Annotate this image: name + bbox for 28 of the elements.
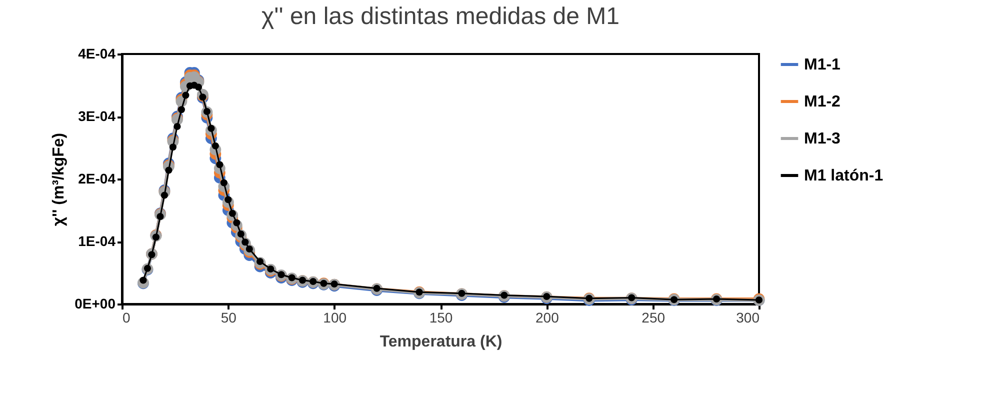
point — [182, 92, 190, 99]
x-tick-label: 200 — [535, 310, 560, 326]
point — [169, 144, 176, 151]
y-tick-label: 1E-04 — [78, 233, 116, 249]
y-axis-title: χ'' (m³/kgFe) — [50, 132, 68, 226]
x-axis-title: Temperatura (K) — [380, 334, 502, 350]
y-tick-label: 2E-04 — [78, 170, 116, 186]
x-tick-label: 150 — [429, 310, 453, 326]
legend-label: M1-1 — [804, 56, 841, 74]
point — [194, 84, 202, 91]
legend-label: M1 latón-1 — [804, 168, 884, 184]
x-tick-label: 300 — [736, 310, 760, 326]
legend-label: M1-2 — [804, 94, 841, 110]
point — [212, 142, 219, 150]
x-tick-label: 250 — [642, 310, 666, 326]
x-tick-label: 100 — [323, 310, 347, 326]
point — [174, 122, 181, 130]
point — [216, 161, 224, 168]
point — [220, 179, 228, 186]
x-tick-label: 50 — [220, 310, 237, 326]
x-tick-label: 0 — [122, 310, 130, 326]
point — [165, 166, 172, 174]
chart-title: χ'' en las distintas medidas de M1 — [262, 3, 620, 30]
legend-label: M1-3 — [804, 130, 841, 148]
y-tick-label: 3E-04 — [78, 108, 116, 124]
point — [178, 106, 185, 114]
y-tick-label: 4E-04 — [78, 46, 116, 62]
y-tick-label: 0E+00 — [74, 296, 116, 312]
